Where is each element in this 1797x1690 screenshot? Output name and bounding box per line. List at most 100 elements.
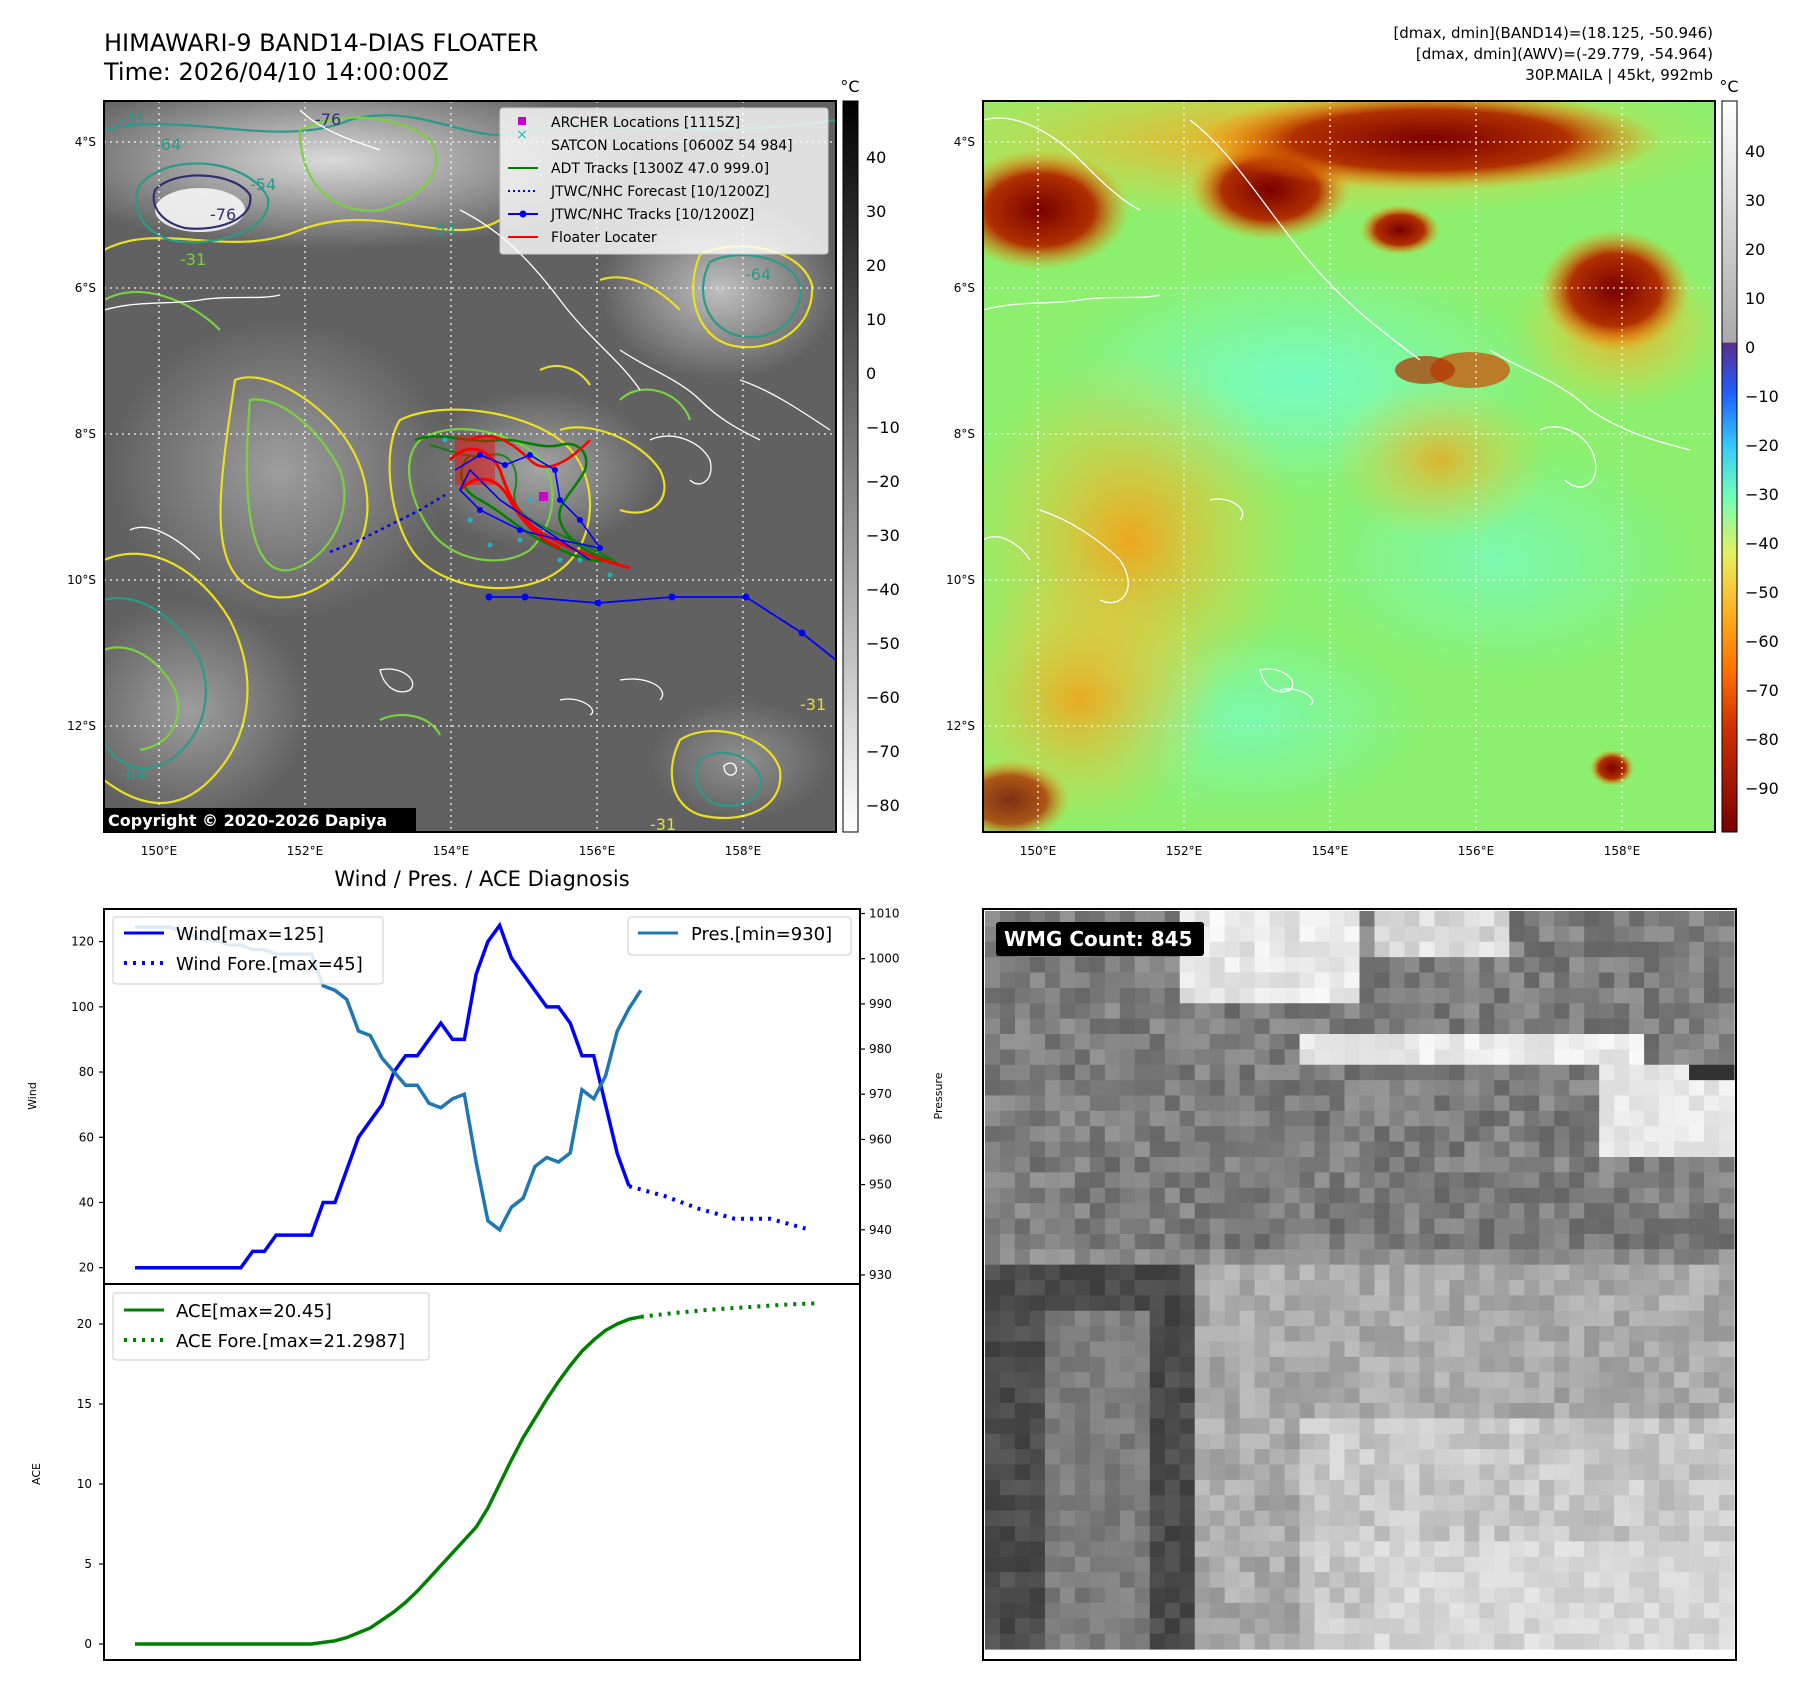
contour-label: -64: [120, 765, 146, 784]
colorbar-tick: 0: [1745, 338, 1755, 357]
floater-track: [448, 447, 631, 570]
legend-floater: Floater Locater: [551, 230, 657, 246]
pressure-y-tick-label: 1000: [869, 952, 900, 966]
awv-map-frame: [982, 100, 1716, 833]
lat-label: 4°S: [75, 135, 96, 149]
lon-label: 154°E: [433, 844, 470, 858]
awv-coastlines: [983, 117, 1691, 706]
jtwc-forecast-track: [329, 493, 446, 554]
ace-y-tick-label: 15: [77, 1397, 92, 1411]
lat-label: 8°S: [954, 427, 975, 441]
wind-pressure-chart: 20 40 60 80 100 120 930 940 950 960 970 980 990 1000…: [26, 907, 945, 1285]
lat-label: 12°S: [946, 719, 975, 733]
legend-adt: ADT Tracks [1300Z 47.0 999.0]: [551, 161, 769, 177]
colorbar-tick: −30: [866, 526, 900, 545]
legend-tracks: JTWC/NHC Tracks [10/1200Z]: [550, 207, 754, 223]
wind-forecast-line: [628, 1184, 807, 1231]
wind-fore-legend-label: Wind Fore.[max=45]: [176, 954, 363, 975]
satcon-legend-marker: ×: [516, 127, 528, 143]
awv-colorbar-ticks: 40 30 20 10 0 −10 −20 −30 −40 −50 −60 −7…: [1745, 142, 1779, 798]
colorbar-tick: −80: [866, 796, 900, 815]
pressure-y-ticks: 930 940 950 960 970 980 990 1000 1010: [860, 907, 900, 1282]
legend-archer: ARCHER Locations [1115Z]: [551, 115, 740, 131]
colorbar-tick: 30: [866, 202, 886, 221]
ir-map-panel: -31 -64 -76 -54 -76 -31 -54 -64 -31 -64 …: [103, 100, 837, 834]
copyright-box: [104, 808, 416, 832]
diagnosis-title: Wind / Pres. / ACE Diagnosis: [334, 867, 629, 891]
contour-label: -76: [315, 110, 341, 129]
colorbar-tick: −70: [1745, 681, 1779, 700]
lon-label: 158°E: [725, 844, 762, 858]
ace-line: [135, 1315, 642, 1646]
figure-title: HIMAWARI-9 BAND14-DIAS FLOATER: [104, 29, 538, 57]
pressure-y-tick-label: 940: [869, 1223, 892, 1237]
contour-label: -31: [800, 695, 826, 714]
ace-y-tick-label: 20: [77, 1317, 92, 1331]
colorbar-tick: 0: [866, 364, 876, 383]
contour-label: -76: [210, 205, 236, 224]
lat-label: 4°S: [954, 135, 975, 149]
lat-label: 12°S: [67, 719, 96, 733]
colorbar-tick: 10: [1745, 289, 1765, 308]
lon-label: 158°E: [1604, 844, 1641, 858]
wind-axis-label: Wind: [26, 1082, 39, 1110]
adt-track: [414, 435, 611, 563]
info-awv: [dmax, dmin](AWV)=(-29.779, -54.964): [1416, 45, 1713, 63]
pressure-y-tick-label: 1010: [869, 907, 900, 921]
awv-grid: [983, 101, 1715, 832]
awv-lon-labels: 150°E 152°E 154°E 156°E 158°E: [1020, 844, 1641, 858]
ace-chart: 0 5 10 15 20 ACE ACE[max=20.45] ACE Fore.[ma…: [30, 1283, 861, 1661]
wind-y-tick-label: 120: [71, 935, 94, 949]
pressure-y-tick-label: 990: [869, 997, 892, 1011]
colorbar-tick: 10: [866, 310, 886, 329]
colorbar-tick: −90: [1745, 779, 1779, 798]
contour-label: -54: [430, 220, 456, 239]
ir-colorbar-ticks: 40 30 20 10 0 −10 −20 −30 −40 −50 −60 −7…: [866, 148, 900, 815]
colorbar-tick: −10: [1745, 387, 1779, 406]
copyright-text: Copyright © 2020-2026 Dapiya: [108, 811, 387, 830]
contour-label: -54: [250, 175, 276, 194]
lon-label: 152°E: [1166, 844, 1203, 858]
wind-y-tick-label: 20: [79, 1261, 94, 1275]
wind-y-tick-label: 40: [79, 1195, 94, 1209]
map-legend: × ARCHER Locations [1115Z] SATCON Locati…: [499, 107, 829, 255]
ace-series: [135, 1301, 818, 1646]
legend-forecast: JTWC/NHC Forecast [10/1200Z]: [550, 184, 770, 200]
wind-y-ticks: 20 40 60 80 100 120: [71, 935, 104, 1275]
contour-label: -31: [120, 110, 146, 129]
storm-tracks: [329, 434, 836, 661]
lon-label: 154°E: [1312, 844, 1349, 858]
lon-label: 150°E: [141, 844, 178, 858]
ace-y-tick-label: 10: [77, 1477, 92, 1491]
awv-map-panel: [982, 100, 1716, 833]
ir-lat-labels: 4°S 6°S 8°S 10°S 12°S: [67, 135, 96, 733]
colorbar-tick: 20: [866, 256, 886, 275]
colorbar-tick: −50: [866, 634, 900, 653]
colorbar-tick: −80: [1745, 730, 1779, 749]
info-storm: 30P.MAILA | 45kt, 992mb: [1525, 66, 1713, 84]
lon-label: 152°E: [287, 844, 324, 858]
figure-time: Time: 2026/04/10 14:00:00Z: [103, 58, 449, 86]
colorbar-tick: 30: [1745, 191, 1765, 210]
pressure-legend: Pres.[min=930]: [627, 916, 852, 956]
colorbar-tick: −40: [1745, 534, 1779, 553]
colorbar-tick: −60: [1745, 632, 1779, 651]
contour-label: -64: [155, 135, 181, 154]
pressure-axis-label: Pressure: [932, 1072, 945, 1119]
legend-satcon: SATCON Locations [0600Z 54 984]: [551, 138, 793, 154]
colorbar-tick: −70: [866, 742, 900, 761]
contour-labels: -31 -64 -76 -54 -76 -31 -54 -64 -31 -64 …: [120, 110, 826, 834]
colorbar-tick: 40: [866, 148, 886, 167]
contour-label: -31: [650, 815, 676, 834]
lat-label: 10°S: [67, 573, 96, 587]
wmg-count-box: [996, 922, 1204, 956]
lon-label: 156°E: [1458, 844, 1495, 858]
ir-lon-labels: 150°E 152°E 154°E 156°E 158°E: [141, 844, 762, 858]
ace-y-tick-label: 0: [84, 1637, 92, 1651]
awv-colorbar: °C 40 30 20 10 0 −10 −20 −30 −40 −50 −60…: [1719, 77, 1779, 833]
wmg-panel: WMG Count: 845: [982, 908, 1737, 1661]
lon-label: 150°E: [1020, 844, 1057, 858]
colorbar-tick: −40: [866, 580, 900, 599]
lat-label: 8°S: [75, 427, 96, 441]
